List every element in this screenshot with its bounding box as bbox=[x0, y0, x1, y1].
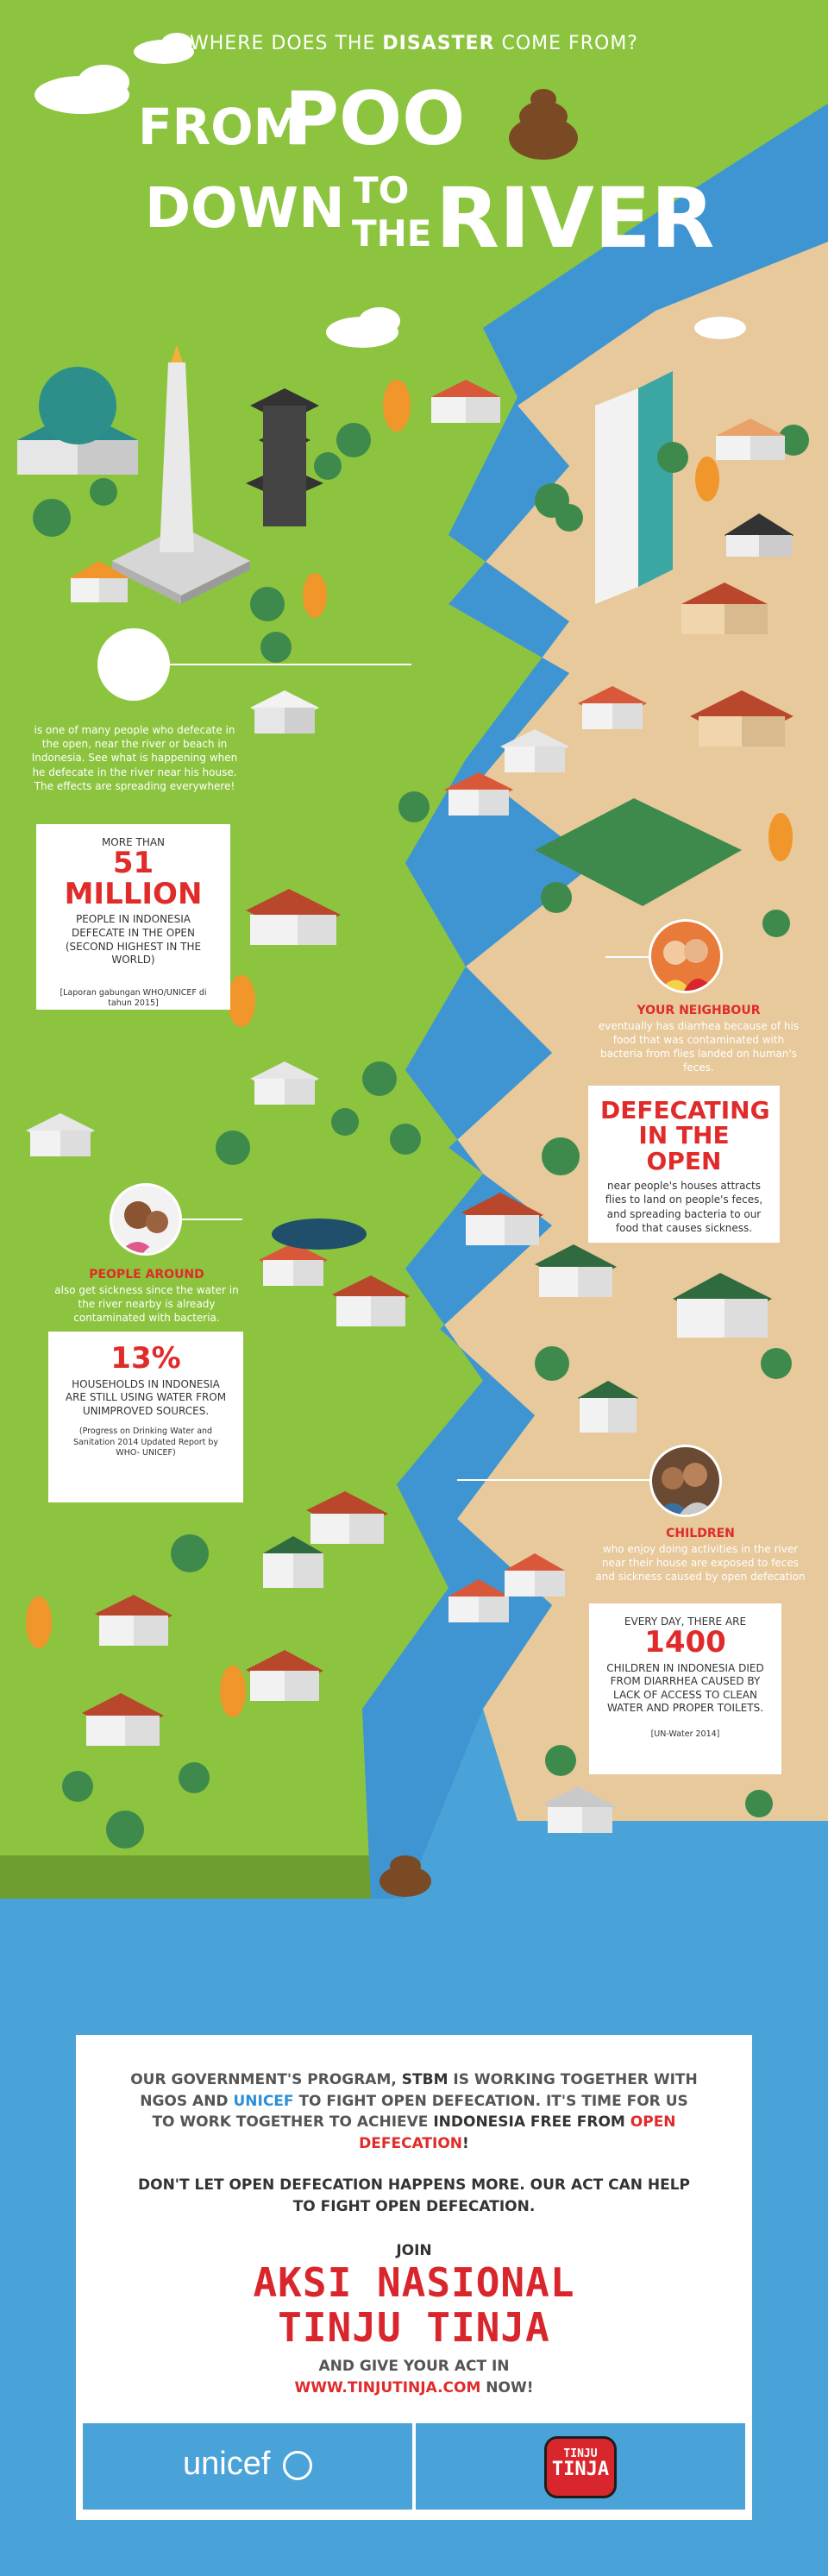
children-text: who enjoy doing activities in the river … bbox=[595, 1542, 806, 1584]
defecating-desc: near people's houses attracts flies to l… bbox=[605, 1180, 763, 1234]
page-title: From Poo Down to the River bbox=[0, 0, 828, 285]
mosque-icon bbox=[17, 367, 138, 475]
unicef-logo-text: unicef bbox=[183, 2446, 271, 2482]
stat-pre: EVERY DAY, THERE ARE bbox=[624, 1616, 747, 1628]
stat-desc: CHILDREN IN INDONESIA DIED FROM DIARRHEA… bbox=[606, 1661, 764, 1715]
title-poo: Poo bbox=[285, 76, 466, 162]
dont-let-paragraph: DON'T LET OPEN DEFECATION HAPPENS MORE. … bbox=[138, 2176, 690, 2215]
text-indonesia-free: INDONESIA FREE FROM bbox=[433, 2113, 625, 2132]
stat-source: [UN-Water 2014] bbox=[650, 1729, 720, 1740]
text-stbm: STBM bbox=[401, 2071, 448, 2088]
campaign-title: AKSI NASIONAL TINJU TINJA bbox=[76, 2259, 752, 2351]
monument-icon bbox=[112, 345, 250, 604]
children-annotation: CHILDREN who enjoy doing activities in t… bbox=[595, 1526, 806, 1584]
children-avatar bbox=[649, 1445, 722, 1517]
stat-desc: PEOPLE IN INDONESIA DEFECATE IN THE OPEN… bbox=[65, 913, 202, 967]
people-around-text: also get sickness since the water in the… bbox=[54, 1283, 239, 1325]
stat-desc: HOUSEHOLDS IN INDONESIA ARE STILL USING … bbox=[65, 1377, 227, 1417]
give-act-paragraph: AND GIVE YOUR ACT IN WWW.TINJUTINJA.COM … bbox=[76, 2356, 752, 2398]
stat-card-13-percent: 13% HOUSEHOLDS IN INDONESIA ARE STILL US… bbox=[48, 1332, 243, 1502]
title-from: From bbox=[138, 98, 304, 156]
campaign-title-line2: TINJU TINJA bbox=[278, 2303, 550, 2351]
globe-icon bbox=[282, 2450, 312, 2480]
title-river: River bbox=[436, 170, 715, 267]
stat-source: [Laporan gabungan WHO/UNICEF di tahun 20… bbox=[60, 987, 207, 1009]
defecating-heading: DEFECATING IN THE OPEN bbox=[600, 1096, 770, 1175]
tinju-logo-line2: TINJA bbox=[551, 2459, 610, 2480]
unicef-logo: unicef bbox=[83, 2446, 412, 2483]
stat-source: (Progress on Drinking Water and Sanitati… bbox=[72, 1427, 219, 1458]
neighbour-heading: YOUR NEIGHBOUR bbox=[637, 1004, 761, 1017]
pointer-line bbox=[605, 956, 649, 958]
rice-field bbox=[535, 798, 742, 906]
children-heading: CHILDREN bbox=[666, 1527, 735, 1540]
campaign-title-line1: AKSI NASIONAL bbox=[253, 2259, 575, 2306]
give-act-text: AND GIVE YOUR ACT IN bbox=[318, 2358, 510, 2375]
neighbour-annotation: YOUR NEIGHBOUR eventually has diarrhea b… bbox=[595, 1003, 802, 1075]
tinju-tinja-logo-panel: TINJU TINJA bbox=[416, 2423, 745, 2510]
title-down: Down bbox=[145, 177, 345, 241]
give-act-now: NOW! bbox=[480, 2378, 534, 2396]
people-around-avatar bbox=[110, 1183, 182, 1256]
text-span: IS WORKING TOGETHER WITH NGOS AND bbox=[140, 2071, 698, 2110]
pond bbox=[272, 1219, 367, 1250]
question-bold: DISASTER bbox=[382, 33, 495, 54]
poo-character-icon bbox=[380, 89, 578, 1897]
question-text-end: COME FROM? bbox=[494, 33, 638, 54]
tinju-tinja-logo: TINJU TINJA bbox=[547, 2439, 614, 2496]
question-text: WHERE DOES THE bbox=[190, 33, 383, 54]
join-label: JOIN bbox=[396, 2242, 432, 2259]
unicef-logo-panel: unicef bbox=[83, 2423, 412, 2510]
person-avatar-placeholder bbox=[97, 628, 170, 701]
stat-value: 1400 bbox=[644, 1625, 726, 1660]
call-to-action-card: OUR GOVERNMENT'S PROGRAM, STBM IS WORKIN… bbox=[76, 2035, 752, 2520]
title-to: to bbox=[354, 169, 410, 211]
neighbour-avatar bbox=[649, 919, 723, 993]
stat-pre: MORE THAN bbox=[101, 836, 166, 848]
text-unicef: UNICEF bbox=[233, 2092, 294, 2110]
title-the: the bbox=[352, 212, 432, 255]
pointer-line bbox=[457, 1479, 649, 1481]
stat-value: 13% bbox=[110, 1341, 181, 1376]
pointer-line bbox=[170, 664, 411, 665]
text-span: TO FIGHT OPEN DEFECATION. IT'S TIME FOR … bbox=[152, 2092, 688, 2132]
tree-icon bbox=[33, 423, 809, 1849]
people-around-heading: PEOPLE AROUND bbox=[89, 1268, 204, 1282]
stat-card-51-million: MORE THAN 51 MILLION PEOPLE IN INDONESIA… bbox=[36, 824, 230, 1010]
river bbox=[362, 104, 828, 1899]
neighbour-text: eventually has diarrhea because of his f… bbox=[598, 1019, 800, 1074]
pagoda-icon bbox=[246, 388, 323, 526]
stat-value: 51 MILLION bbox=[64, 846, 203, 911]
cloud-icon bbox=[34, 33, 746, 348]
people-around-annotation: PEOPLE AROUND also get sickness since th… bbox=[45, 1267, 248, 1325]
program-paragraph: OUR GOVERNMENT'S PROGRAM, STBM IS WORKIN… bbox=[128, 2069, 700, 2155]
intro-text: is one of many people who defecate in th… bbox=[31, 724, 238, 792]
skyscraper-icon bbox=[595, 371, 673, 604]
header-question: WHERE DOES THE DISASTER COME FROM? bbox=[0, 33, 828, 54]
text-span: OUR GOVERNMENT'S PROGRAM, bbox=[130, 2071, 402, 2088]
house-icon bbox=[26, 380, 794, 1833]
tinju-logo-line1: TINJU bbox=[563, 2447, 598, 2460]
stat-card-1400: EVERY DAY, THERE ARE 1400 CHILDREN IN IN… bbox=[589, 1603, 781, 1774]
orange-tree-icon bbox=[26, 380, 793, 1717]
pointer-line bbox=[182, 1219, 242, 1220]
campaign-website-link[interactable]: WWW.TINJUTINJA.COM bbox=[294, 2378, 481, 2396]
text-exclamation: ! bbox=[462, 2134, 469, 2152]
text-open-defecation: OPEN DEFECATION bbox=[359, 2113, 676, 2152]
stat-card-defecating: DEFECATING IN THE OPEN near people's hou… bbox=[588, 1086, 780, 1243]
